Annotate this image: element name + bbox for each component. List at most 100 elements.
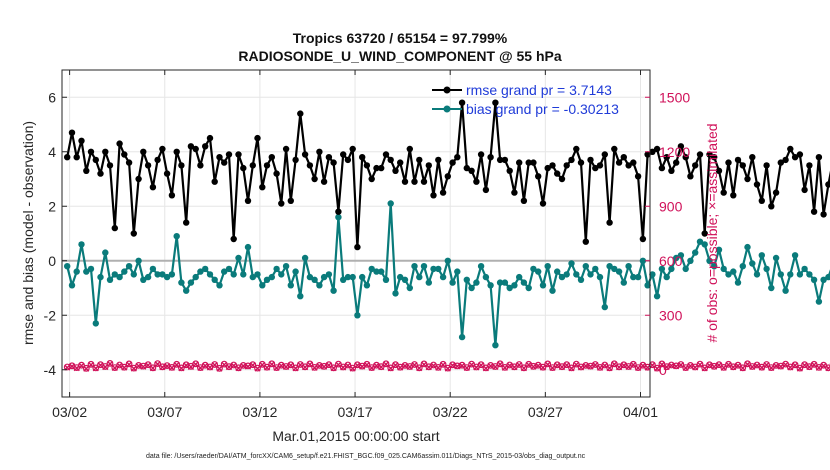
obs-assimilated-point — [492, 363, 499, 370]
rmse-point — [235, 151, 242, 158]
rmse-point — [582, 238, 589, 245]
rmse-point — [820, 211, 827, 218]
obs-possible-point — [763, 361, 770, 368]
bias-point — [601, 303, 608, 311]
bias-point — [192, 273, 199, 281]
bias-point — [73, 268, 80, 275]
rmse-point — [254, 134, 261, 142]
bias-point — [525, 284, 532, 292]
bias-point — [325, 271, 333, 278]
rmse-point — [125, 159, 133, 166]
bias-point — [625, 263, 632, 270]
obs-assimilated-point — [325, 362, 332, 369]
bias-point — [558, 273, 566, 281]
rmse-point — [535, 173, 542, 180]
obs-assimilated-point — [183, 362, 190, 369]
bias-point — [815, 298, 823, 305]
bias-point — [801, 265, 808, 273]
bias-point — [78, 241, 85, 248]
rmse-point — [297, 110, 304, 117]
rmse-point — [706, 151, 713, 158]
obs-assimilated-series — [64, 360, 830, 372]
bias-point — [810, 276, 818, 283]
y-right-tick-label: 1500 — [659, 89, 690, 105]
bias-point — [606, 263, 613, 270]
bias-point — [473, 279, 480, 286]
rmse-point — [416, 156, 423, 164]
bias-point — [116, 273, 123, 281]
obs-assimilated-point — [387, 365, 394, 372]
rmse-point — [744, 175, 751, 183]
bias-point — [382, 276, 390, 283]
bias-point — [392, 290, 399, 297]
obs-assimilated-point — [620, 362, 627, 369]
bias-point — [425, 279, 432, 286]
rmse-point — [606, 219, 613, 226]
obs-assimilated-point — [654, 365, 661, 372]
rmse-point — [568, 156, 575, 164]
bias-point — [663, 273, 670, 281]
obs-assimilated-point — [368, 364, 375, 372]
obs-assimilated-point — [235, 365, 242, 372]
rmse-point — [725, 159, 732, 166]
obs-assimilated-point — [701, 365, 708, 372]
obs-assimilated-point — [663, 363, 670, 371]
rmse-point — [130, 230, 137, 237]
bias-point — [373, 268, 380, 275]
legend-bias-marker — [443, 105, 451, 113]
obs-assimilated-point — [454, 363, 461, 370]
obs-assimilated-point — [715, 362, 723, 369]
obs-possible-point — [87, 360, 95, 368]
legend-rmse-marker — [443, 86, 451, 94]
bias-point — [530, 265, 537, 273]
obs-assimilated-point — [596, 364, 604, 371]
bias-point — [449, 279, 456, 286]
bias-point — [482, 273, 490, 281]
rmse-point — [530, 159, 537, 166]
obs-assimilated-point — [782, 361, 789, 368]
bias-point — [111, 271, 119, 278]
obs-assimilated-point — [535, 362, 542, 369]
rmse-point — [230, 235, 237, 243]
obs-assimilated-point — [340, 364, 347, 371]
rmse-point — [587, 156, 594, 164]
rmse-point — [106, 162, 114, 169]
x-tick-label: 03/22 — [433, 404, 468, 420]
bias-point — [520, 279, 528, 286]
obs-assimilated-point — [730, 364, 737, 371]
bias-point — [287, 282, 294, 289]
rmse-point — [206, 134, 214, 142]
chart-title-line1: Tropics 63720 / 65154 = 97.799% — [293, 30, 508, 46]
rmse-point — [677, 143, 685, 150]
obs-assimilated-point — [359, 363, 366, 370]
rmse-point — [135, 175, 142, 183]
rmse-point — [516, 159, 523, 166]
rmse-point — [168, 192, 176, 199]
rmse-point — [87, 148, 95, 155]
rmse-point — [739, 162, 746, 169]
rmse-point — [306, 162, 314, 169]
rmse-point — [782, 156, 789, 164]
bias-point — [820, 276, 827, 283]
bias-point — [154, 271, 161, 278]
obs-assimilated-point — [463, 364, 470, 372]
x-tick-label: 03/02 — [52, 404, 87, 420]
obs-assimilated-point — [240, 362, 247, 370]
rmse-point — [777, 159, 784, 166]
obs-assimilated-point — [259, 361, 266, 368]
obs-assimilated-point — [73, 365, 80, 372]
bias-point — [692, 249, 699, 256]
y-right-tick-label: 0 — [659, 362, 667, 378]
rmse-point — [268, 154, 275, 161]
bias-point — [535, 268, 542, 275]
rmse-point — [720, 189, 727, 196]
obs-assimilated-point — [549, 364, 556, 372]
bias-point — [787, 271, 794, 278]
axis-ticks: 03/02 03/07 03/12 03/17 03/22 03/27 04/01 -4 -2 0… — [44, 70, 690, 420]
obs-assimilated-point — [130, 365, 137, 372]
bias-point — [254, 271, 261, 278]
obs-assimilated-point — [468, 361, 475, 368]
bias-point — [278, 271, 285, 278]
bias-point — [401, 276, 409, 283]
bias-point — [806, 271, 813, 278]
